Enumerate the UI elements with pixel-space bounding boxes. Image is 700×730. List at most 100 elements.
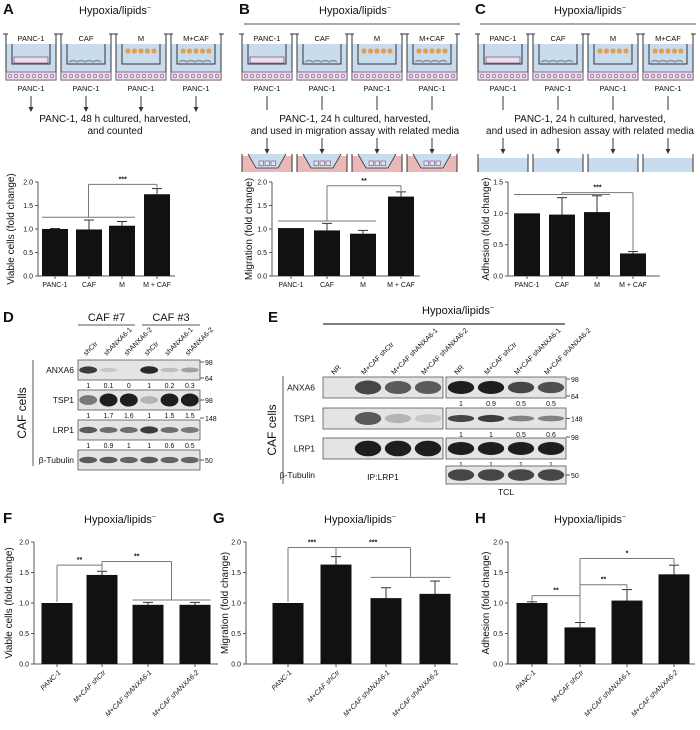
medium xyxy=(407,44,457,72)
quantification: 1 xyxy=(147,413,151,420)
significance-label: *** xyxy=(593,185,601,192)
insert xyxy=(302,44,342,65)
y-tick-label: 1.5 xyxy=(19,570,29,577)
bar-1 xyxy=(549,214,575,276)
y-tick-label: 1.5 xyxy=(493,180,503,187)
band xyxy=(507,469,535,481)
insert xyxy=(483,44,523,65)
cell xyxy=(147,73,153,79)
bottom-cell-label: PANC-1 xyxy=(364,84,391,93)
band xyxy=(477,442,505,455)
x-tick-label: CAF xyxy=(555,282,569,289)
cell xyxy=(383,73,389,79)
band xyxy=(140,426,159,434)
cell xyxy=(497,73,503,79)
quantification: 0.2 xyxy=(165,383,175,390)
m-cell xyxy=(671,48,678,54)
m-cell xyxy=(367,48,374,54)
cell xyxy=(214,73,220,79)
band xyxy=(537,442,565,455)
cell xyxy=(365,73,371,79)
transwell-3: M+CAF PANC-1 xyxy=(640,33,696,172)
band xyxy=(384,440,412,457)
y-tick-label: 1.0 xyxy=(231,601,241,608)
band xyxy=(140,396,159,404)
bottom-panc-cells xyxy=(406,71,458,81)
bottom-cell-label: PANC-1 xyxy=(490,84,517,93)
band xyxy=(537,381,565,394)
quantification: 1.7 xyxy=(104,413,114,420)
transwell-2: M PANC-1 xyxy=(349,33,405,172)
band xyxy=(537,469,565,481)
row-label: β-Tubulin xyxy=(280,470,316,480)
significance-label: ** xyxy=(601,577,607,584)
title-superscript: − xyxy=(147,5,151,12)
medium xyxy=(171,44,221,72)
band xyxy=(354,440,382,457)
bottom-cell-label: PANC-1 xyxy=(419,84,446,93)
well-label: M xyxy=(610,34,616,43)
blot-frame xyxy=(322,376,444,399)
x-tick-label: CAF xyxy=(320,282,334,289)
cell xyxy=(316,73,322,79)
transwell-3: M+CAF PANC-1 xyxy=(168,33,224,112)
quantification: 0.5 xyxy=(516,432,526,439)
cell xyxy=(117,73,123,79)
bottom-cell-label: PANC-1 xyxy=(183,84,210,93)
cell xyxy=(414,73,420,79)
x-tick-label: M+CAF shANXA6-1 xyxy=(583,669,632,718)
cell xyxy=(479,73,485,79)
bottom-cell-label: PANC-1 xyxy=(18,84,45,93)
cell xyxy=(576,73,582,79)
y-tick-label: 0.5 xyxy=(23,250,33,257)
m-cell xyxy=(623,48,629,54)
bottom-cell-label: PANC-1 xyxy=(545,84,572,93)
m-cell xyxy=(652,48,658,54)
x-tick-label: M+CAF shANXA6-1 xyxy=(342,669,391,718)
bar-2 xyxy=(584,212,610,276)
panc-cells xyxy=(13,56,49,64)
cell xyxy=(172,73,178,79)
cell xyxy=(285,73,291,79)
title-superscript: − xyxy=(392,514,396,521)
band xyxy=(180,367,199,373)
cell xyxy=(432,73,438,79)
well-label: CAF xyxy=(79,34,94,43)
bar-0 xyxy=(278,228,304,276)
m-cell xyxy=(125,48,131,54)
transwell-0: PANC-1 PANC-1 xyxy=(475,33,531,172)
x-tick-label: M xyxy=(360,282,366,289)
y-tick-label: 0.0 xyxy=(19,662,29,669)
transwell-2: M PANC-1 xyxy=(585,33,641,172)
band xyxy=(160,426,179,434)
x-tick-label: PANC-1 xyxy=(515,669,538,692)
cell xyxy=(19,73,25,79)
well-label: M+CAF xyxy=(419,34,445,43)
transwell-0: PANC-1 PANC-1 xyxy=(3,33,59,112)
bottom-panc-cells xyxy=(241,71,293,81)
significance-label: * xyxy=(626,550,629,557)
panel-label-D: D xyxy=(3,309,14,326)
row-label: β-Tubulin xyxy=(39,455,75,465)
transwell-1: CAF PANC-1 xyxy=(294,33,350,172)
band xyxy=(180,456,199,464)
medium xyxy=(352,44,402,72)
cell xyxy=(426,73,432,79)
cell xyxy=(153,73,159,79)
lane-label: shCtr xyxy=(83,340,100,357)
m-cell xyxy=(138,48,144,54)
cell xyxy=(31,73,37,79)
transwell-1: CAF PANC-1 xyxy=(530,33,586,172)
m-cell xyxy=(374,48,380,54)
cell xyxy=(325,160,331,166)
panel-title-C: Hypoxia/lipids− xyxy=(554,5,626,17)
bar-1 xyxy=(86,574,118,664)
cell xyxy=(92,73,98,79)
bottom-panc-cells xyxy=(5,71,57,81)
band xyxy=(140,366,159,374)
caf-cells xyxy=(178,59,212,63)
m-cell xyxy=(206,48,212,54)
